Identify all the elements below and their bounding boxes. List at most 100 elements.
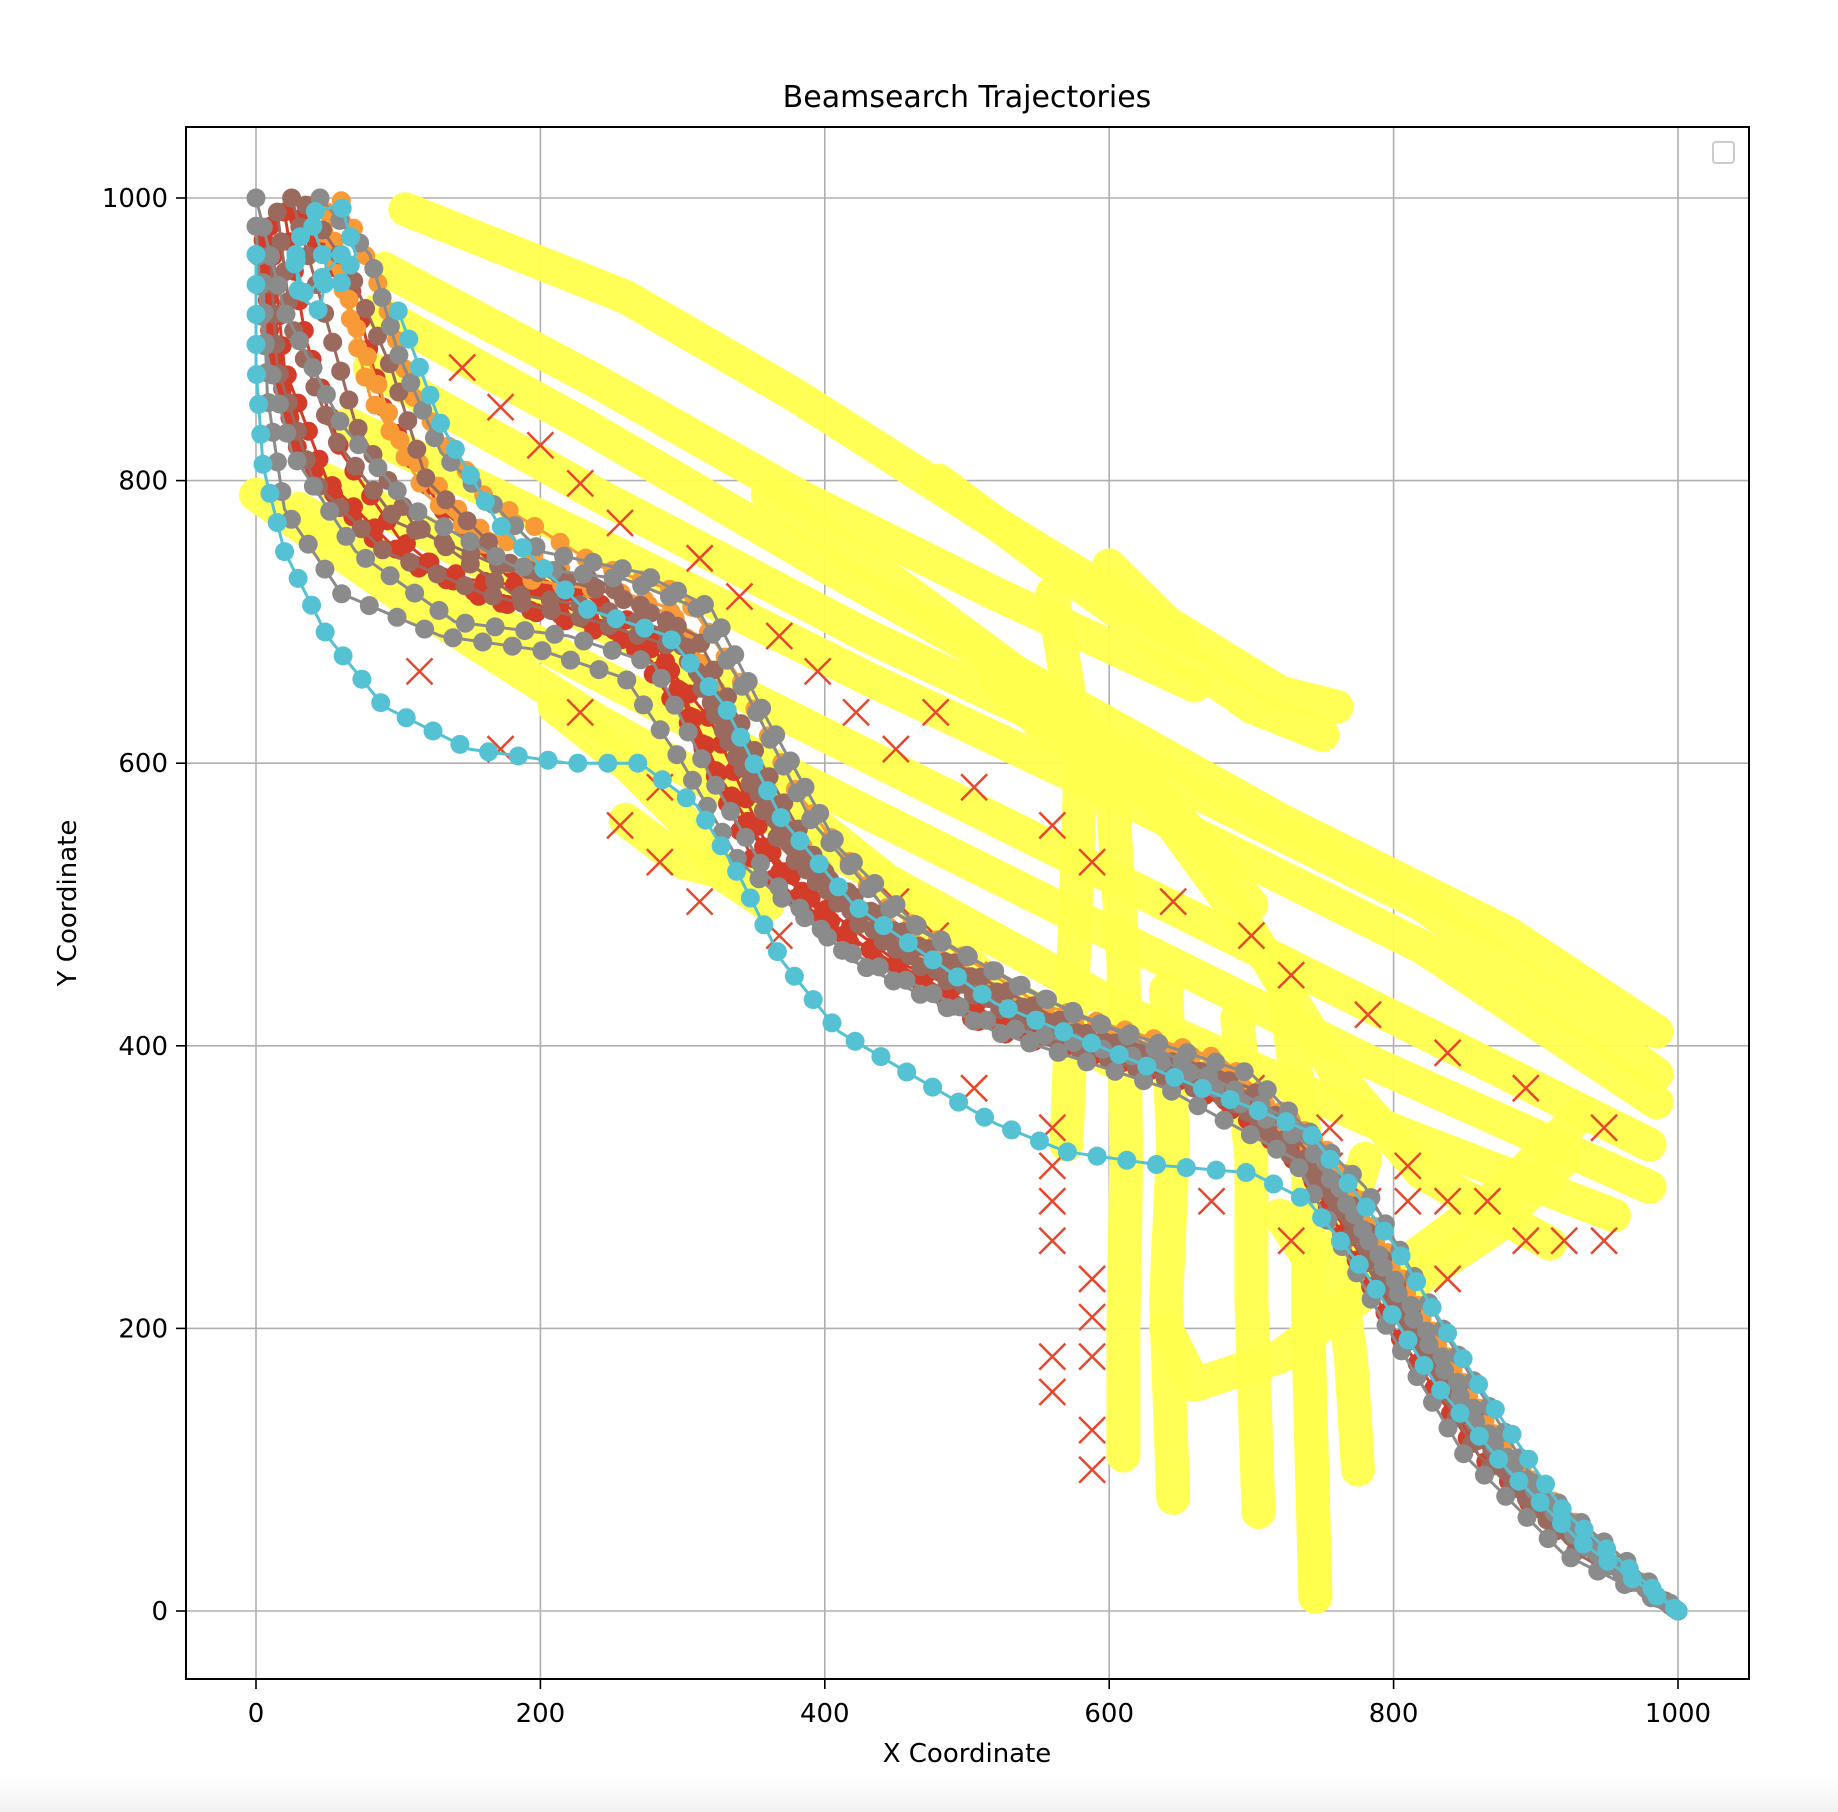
y-tick-label: 0 <box>151 1597 168 1627</box>
trajectory-point <box>303 358 323 378</box>
trajectory-point <box>1120 1024 1140 1044</box>
trajectory-point <box>1034 1026 1054 1046</box>
trajectory-point <box>668 679 688 699</box>
trajectory-point <box>380 566 400 586</box>
trajectory-point <box>460 532 480 552</box>
trajectory-cyan-0 <box>246 245 1688 1621</box>
trajectory-point <box>598 753 618 773</box>
trajectory-point <box>429 601 449 620</box>
trajectory-point <box>1081 1033 1101 1053</box>
obstacle-marker <box>1078 1303 1107 1331</box>
trajectory-point <box>958 947 978 967</box>
plot-area <box>239 188 1688 1621</box>
trajectory-point <box>276 304 296 324</box>
trajectory-point <box>692 749 712 769</box>
trajectory-point <box>795 777 815 797</box>
trajectory-point <box>491 517 511 537</box>
trajectory-point <box>323 332 343 352</box>
trajectory-point <box>380 316 400 336</box>
trajectory-point <box>246 216 266 236</box>
trajectory-point <box>275 542 295 562</box>
explored-path-23 <box>978 661 1269 922</box>
trajectory-point <box>1220 1090 1240 1110</box>
trajectory-point <box>364 480 383 500</box>
trajectory-point <box>1320 1149 1340 1169</box>
trajectory-point <box>405 583 425 603</box>
trajectory-point <box>727 861 747 881</box>
trajectory-point <box>1369 1245 1389 1265</box>
trajectory-point <box>339 289 359 309</box>
explored-path-10 <box>1092 732 1144 1473</box>
trajectory-point <box>246 275 266 294</box>
trajectory-point <box>772 888 792 908</box>
trajectory-point <box>1438 1418 1458 1438</box>
obstacle-marker <box>1078 1342 1107 1371</box>
obstacle-marker <box>1038 1226 1067 1255</box>
trajectory-point <box>290 331 309 351</box>
trajectory-point <box>1240 1125 1260 1145</box>
trajectory-point <box>586 579 606 599</box>
trajectory-point <box>427 564 447 584</box>
trajectory-point <box>246 245 266 264</box>
trajectory-point <box>352 669 372 689</box>
trajectory-point <box>898 933 918 953</box>
trajectory-point <box>1509 1471 1529 1491</box>
trajectory-point <box>253 454 273 474</box>
trajectory-point <box>398 411 418 431</box>
trajectory-point <box>754 915 774 935</box>
trajectory-point <box>1259 1124 1278 1143</box>
trajectory-point <box>845 1031 865 1051</box>
trajectory-point <box>874 916 894 936</box>
obstacle-marker <box>1078 1455 1107 1484</box>
trajectory-point <box>1257 1080 1277 1100</box>
trajectory-point <box>568 753 588 773</box>
trajectory-point <box>1538 1529 1558 1549</box>
y-tick-label: 800 <box>118 467 168 497</box>
obstacle-marker <box>1550 1226 1579 1255</box>
trajectory-point <box>332 198 352 218</box>
explored-path-15 <box>1149 1099 1596 1402</box>
trajectory-point <box>347 318 367 338</box>
obstacle-marker <box>1277 961 1306 990</box>
trajectory-point <box>303 476 323 496</box>
trajectory-point <box>330 411 350 431</box>
trajectory-point <box>401 373 421 393</box>
trajectory-point <box>1149 1033 1169 1053</box>
trajectory-point <box>1320 1169 1340 1189</box>
trajectory-point <box>886 895 906 915</box>
trajectory-point <box>525 517 545 536</box>
trajectory-point <box>641 568 661 588</box>
trajectory-point <box>512 593 532 613</box>
obstacle-marker <box>606 811 634 840</box>
trajectory-point <box>387 481 407 501</box>
trajectory-point <box>1469 1374 1489 1394</box>
trajectory-point <box>1302 1126 1322 1145</box>
obstacle-marker <box>1511 1226 1540 1255</box>
trajectory-point <box>907 916 927 936</box>
trajectory-point <box>736 827 756 847</box>
trajectory-point <box>267 452 287 472</box>
trajectory-point <box>513 538 533 558</box>
trajectory-point <box>923 1077 943 1097</box>
trajectory-point <box>1077 1052 1097 1072</box>
trajectory-point <box>738 672 758 691</box>
obstacle-marker <box>645 848 674 876</box>
trajectory-point <box>1398 1330 1418 1350</box>
trajectory-point <box>752 698 772 718</box>
trajectory-point <box>332 584 352 604</box>
trajectory-point <box>286 245 306 264</box>
trajectory-point <box>1105 1061 1125 1081</box>
trajectory-point <box>554 546 574 566</box>
trajectory-point <box>348 418 368 438</box>
trajectory-point <box>483 586 503 606</box>
trajectory-point <box>1290 1187 1310 1207</box>
trajectory-point <box>1177 1043 1197 1063</box>
trajectory-point <box>316 385 336 404</box>
obstacle-marker <box>1237 921 1266 950</box>
trajectory-point <box>699 677 719 697</box>
explored-path-21 <box>921 463 1340 752</box>
trajectory-point <box>1236 1163 1256 1182</box>
obstacle-marker <box>1038 1342 1067 1371</box>
trajectory-point <box>652 770 672 790</box>
trajectory-point <box>420 385 440 405</box>
